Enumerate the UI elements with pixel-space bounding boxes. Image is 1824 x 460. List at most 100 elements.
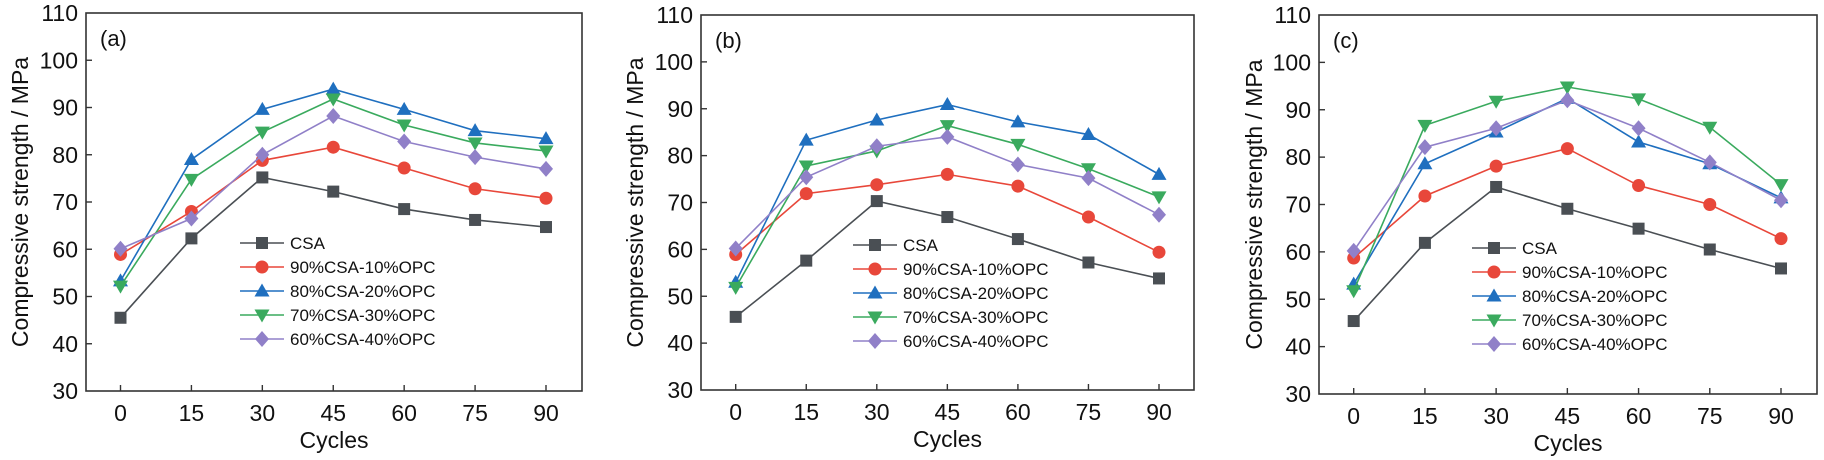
data-point bbox=[869, 138, 884, 155]
x-tick-label: 90 bbox=[533, 400, 559, 426]
series-60pctcsa-40pctopc bbox=[1346, 92, 1788, 259]
data-point bbox=[1559, 81, 1575, 95]
data-point bbox=[1703, 198, 1717, 211]
legend-label: CSA bbox=[903, 236, 939, 255]
y-tick-label: 60 bbox=[1285, 239, 1311, 265]
data-point bbox=[183, 173, 199, 187]
y-tick-label: 30 bbox=[667, 377, 693, 403]
y-tick-label: 50 bbox=[1285, 286, 1311, 312]
y-tick-label: 90 bbox=[667, 96, 693, 122]
data-point bbox=[1488, 95, 1504, 109]
y-tick-label: 60 bbox=[667, 236, 693, 262]
panel-label: (a) bbox=[100, 26, 127, 51]
data-point bbox=[869, 112, 885, 126]
data-point bbox=[1152, 206, 1166, 223]
data-point bbox=[468, 149, 483, 166]
data-point bbox=[1011, 179, 1025, 193]
legend-label: 90%CSA-10%OPC bbox=[903, 260, 1049, 279]
data-point bbox=[798, 132, 814, 146]
data-point bbox=[1417, 156, 1433, 170]
data-point bbox=[467, 123, 483, 137]
x-tick-label: 90 bbox=[1768, 403, 1794, 429]
series-csa bbox=[1347, 180, 1787, 328]
data-point bbox=[538, 131, 554, 145]
data-point bbox=[1489, 120, 1504, 137]
x-axis-title: Cycles bbox=[1533, 430, 1602, 456]
data-point bbox=[184, 210, 199, 227]
legend-marker bbox=[867, 311, 883, 325]
y-tick-label: 70 bbox=[667, 190, 693, 216]
data-point bbox=[325, 81, 341, 95]
data-point bbox=[1418, 189, 1432, 203]
legend-marker bbox=[255, 260, 269, 274]
data-point bbox=[1561, 202, 1574, 215]
data-point bbox=[113, 280, 128, 294]
data-point bbox=[185, 232, 198, 245]
legend-marker bbox=[868, 262, 882, 276]
y-axis-title: Compressive strength / MPa bbox=[622, 57, 648, 347]
series-csa bbox=[114, 171, 552, 324]
chart-panel-2: 30 40 50 60 70 80 90 100 110 0 15 30 45 60 75 90 Cycles C… bbox=[622, 2, 1195, 452]
data-point bbox=[396, 101, 412, 115]
y-tick-label: 80 bbox=[52, 142, 78, 168]
x-tick-label: 15 bbox=[793, 399, 819, 425]
y-tick-label: 80 bbox=[667, 143, 693, 169]
y-tick-label: 70 bbox=[1285, 192, 1311, 218]
data-point bbox=[326, 108, 341, 125]
legend-marker bbox=[1486, 314, 1502, 328]
legend-label: 80%CSA-20%OPC bbox=[903, 284, 1049, 303]
data-point bbox=[396, 119, 412, 133]
series-80pctcsa-20pctopc bbox=[1346, 90, 1789, 290]
legend-label: 60%CSA-40%OPC bbox=[290, 330, 436, 349]
legend-marker bbox=[254, 309, 270, 323]
data-point bbox=[539, 191, 553, 205]
y-tick-label: 50 bbox=[52, 284, 78, 310]
x-tick-label: 30 bbox=[864, 399, 890, 425]
data-point bbox=[1632, 222, 1645, 235]
data-point bbox=[729, 310, 742, 323]
legend-label: 80%CSA-20%OPC bbox=[1522, 287, 1668, 306]
legend-marker bbox=[256, 237, 268, 249]
legend-marker bbox=[1488, 242, 1500, 254]
data-point bbox=[1702, 154, 1717, 171]
legend-marker bbox=[1486, 288, 1502, 302]
x-tick-label: 15 bbox=[1412, 403, 1438, 429]
legend-marker bbox=[868, 333, 882, 349]
data-point bbox=[1151, 191, 1167, 205]
y-tick-label: 30 bbox=[1285, 381, 1311, 407]
y-tick-label: 110 bbox=[41, 0, 78, 26]
data-point bbox=[1631, 134, 1647, 148]
x-tick-label: 0 bbox=[1347, 403, 1360, 429]
data-point bbox=[256, 171, 269, 184]
data-point bbox=[1152, 245, 1166, 259]
data-point bbox=[799, 187, 813, 201]
data-point bbox=[1418, 236, 1431, 249]
x-tick-label: 75 bbox=[1697, 403, 1723, 429]
data-point bbox=[1560, 92, 1575, 109]
data-point bbox=[1010, 114, 1026, 128]
y-tick-label: 40 bbox=[667, 330, 693, 356]
y-axis-title: Compressive strength / MPa bbox=[1241, 59, 1267, 349]
y-tick-label: 70 bbox=[52, 189, 78, 215]
legend-marker bbox=[1487, 265, 1501, 279]
data-point bbox=[398, 203, 411, 216]
y-tick-label: 30 bbox=[52, 378, 78, 404]
x-axis-title: Cycles bbox=[299, 427, 368, 453]
data-point bbox=[1489, 159, 1503, 173]
legend: CSA 90%CSA-10%OPC 80%CSA-20%OPC 70%CSA-30%O… bbox=[853, 236, 1049, 351]
series-line bbox=[1353, 97, 1782, 285]
data-point bbox=[1010, 138, 1026, 152]
data-point bbox=[1774, 232, 1788, 246]
legend-label: 60%CSA-40%OPC bbox=[903, 332, 1049, 351]
y-tick-label: 110 bbox=[656, 2, 693, 28]
data-point bbox=[800, 254, 813, 267]
data-point bbox=[183, 151, 199, 165]
data-point bbox=[1702, 121, 1718, 135]
series-csa bbox=[729, 195, 1165, 323]
data-point bbox=[728, 240, 743, 257]
data-point bbox=[114, 311, 127, 324]
data-point bbox=[870, 178, 884, 192]
x-tick-label: 90 bbox=[1146, 399, 1172, 425]
data-point bbox=[538, 145, 554, 159]
data-point bbox=[1631, 120, 1646, 137]
